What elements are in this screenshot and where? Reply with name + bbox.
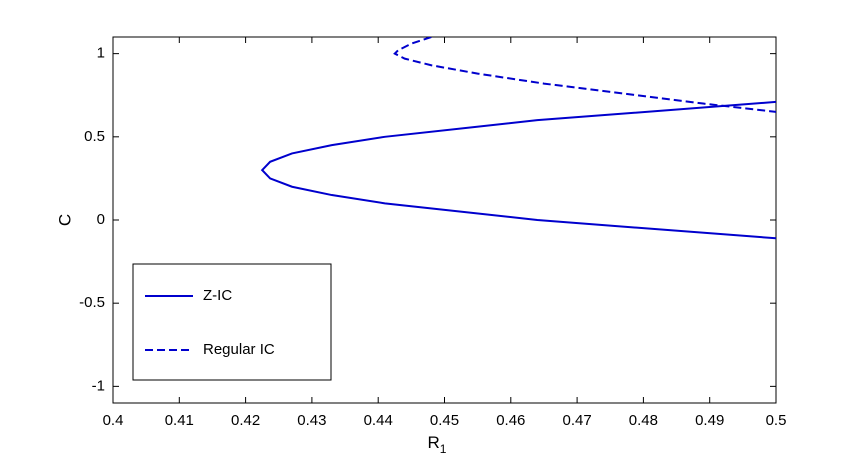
x-tick-label: 0.44 — [364, 412, 393, 429]
x-tick-label: 0.47 — [562, 412, 591, 429]
y-tick-label: -1 — [92, 377, 105, 394]
legend-label: Z-IC — [203, 287, 232, 304]
x-tick-label: 0.43 — [297, 412, 326, 429]
x-axis-label-subscript: 1 — [440, 442, 447, 456]
series-line — [260, 100, 776, 240]
x-tick-label: 0.42 — [231, 412, 260, 429]
x-axis-label-main: R — [428, 433, 440, 452]
y-tick-label: -0.5 — [79, 294, 105, 311]
x-tick-label: 0.49 — [695, 412, 724, 429]
y-tick-label: 1 — [97, 45, 105, 62]
series-line — [393, 37, 776, 113]
y-tick-label: 0.5 — [84, 128, 105, 145]
y-axis-label: C — [55, 214, 74, 226]
legend-box — [132, 263, 332, 381]
x-tick-label: 0.5 — [766, 412, 787, 429]
legend-label: Regular IC — [203, 341, 275, 358]
x-tick-label: 0.41 — [165, 412, 194, 429]
x-tick-label: 0.45 — [430, 412, 459, 429]
x-tick-label: 0.48 — [629, 412, 658, 429]
x-axis-label: R1 — [428, 433, 447, 456]
x-tick-label: 0.46 — [496, 412, 525, 429]
x-tick-label: 0.4 — [103, 412, 124, 429]
y-tick-label: 0 — [97, 211, 105, 228]
